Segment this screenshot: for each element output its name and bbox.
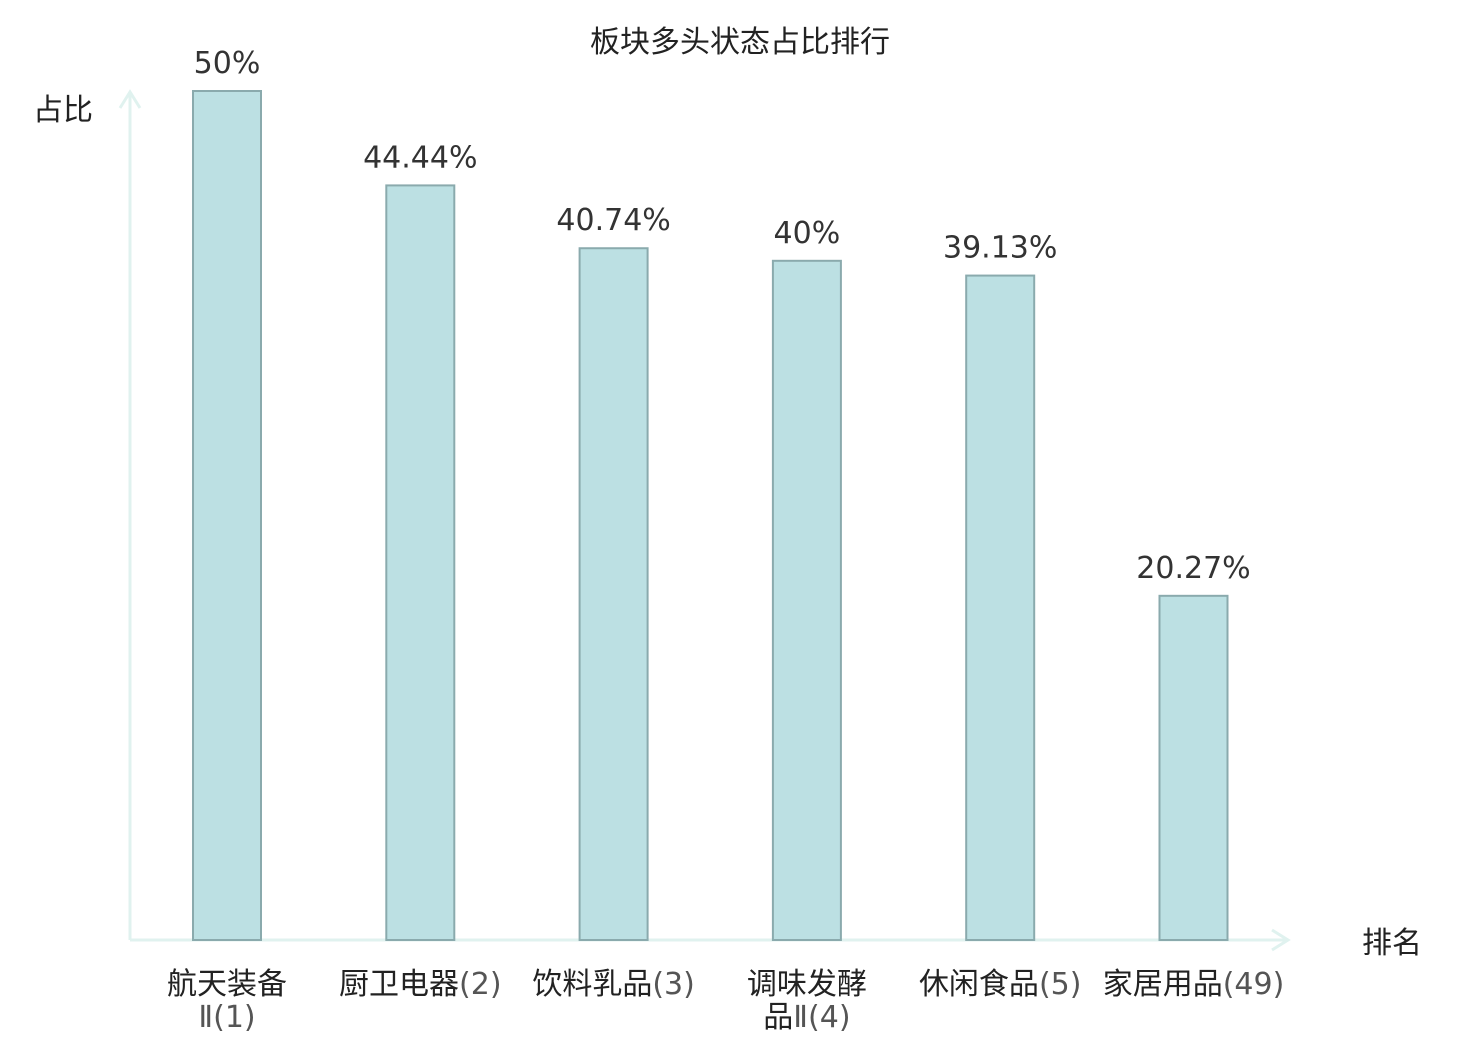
- category-label: 休闲食品(5): [919, 967, 1081, 1002]
- bar-value-label: 20.27%: [1136, 551, 1250, 586]
- category-name: 调味发酵: [747, 967, 867, 1002]
- bar: [771, 259, 842, 941]
- chart-title: 板块多头状态占比排行: [590, 25, 890, 60]
- category-label: 调味发酵: [747, 967, 867, 1002]
- category-label: 饮料乳品(3): [532, 967, 695, 1002]
- category-rank: Ⅱ(1): [198, 1000, 255, 1035]
- category-name: 饮料乳品: [532, 967, 652, 1002]
- bar: [965, 274, 1036, 942]
- x-axis-arrow: [1271, 928, 1291, 952]
- category-label: 家居用品(49): [1103, 967, 1285, 1002]
- category-name: 休闲食品: [919, 967, 1039, 1002]
- category-rank: Ⅱ(4): [793, 1000, 850, 1035]
- bar-value-label: 39.13%: [943, 231, 1057, 266]
- category-label: Ⅱ(1): [198, 1000, 255, 1035]
- bar: [1158, 594, 1229, 942]
- bar-value-label: 44.44%: [363, 140, 477, 175]
- x-axis-label: 排名: [1362, 926, 1422, 961]
- category-name: 厨卫电器: [339, 967, 459, 1002]
- bar-value-label: 50%: [194, 46, 261, 81]
- category-rank: (5): [1039, 967, 1082, 1002]
- bar: [578, 247, 649, 941]
- category-label: 厨卫电器(2): [339, 967, 502, 1002]
- y-axis-label: 占比: [33, 93, 93, 128]
- bar-value-label: 40.74%: [556, 203, 670, 238]
- category-name: 品: [763, 1000, 793, 1035]
- category-rank: (49): [1223, 967, 1285, 1002]
- bar: [192, 90, 262, 941]
- category-label: 航天装备: [167, 967, 287, 1002]
- category-name: 航天装备: [167, 967, 287, 1002]
- y-axis-arrow: [118, 89, 142, 109]
- bar-value-label: 40%: [774, 216, 841, 251]
- category-rank: (3): [652, 967, 695, 1002]
- category-name: 家居用品: [1103, 967, 1223, 1002]
- category-label: 品Ⅱ(4): [763, 1000, 850, 1035]
- category-rank: (2): [459, 967, 502, 1002]
- bar: [385, 184, 456, 941]
